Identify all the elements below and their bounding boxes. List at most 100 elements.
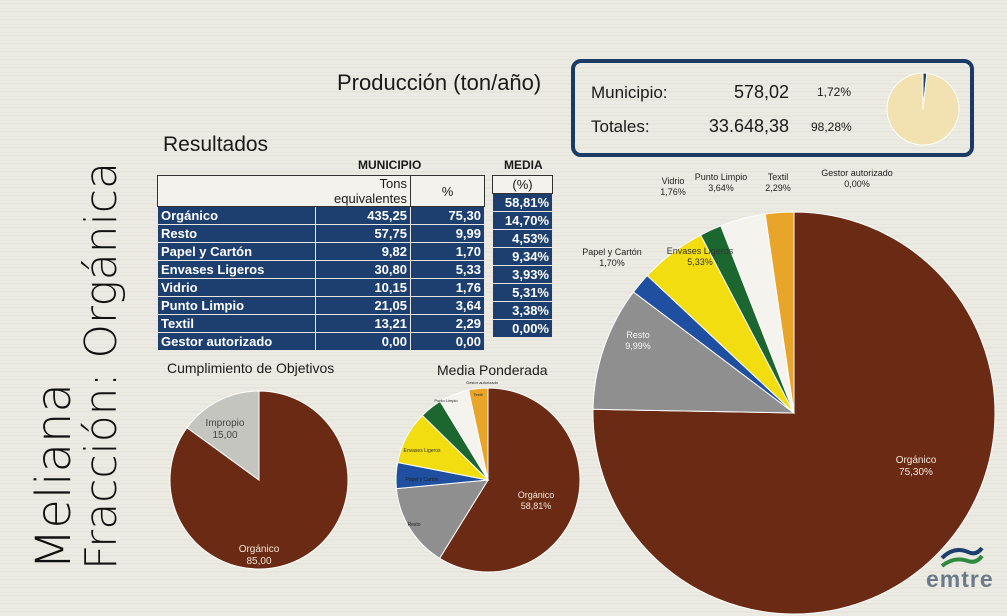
media-row: 9,34% — [492, 247, 553, 266]
slice-label-textil: Textil — [768, 172, 789, 182]
row-media: 3,93% — [492, 265, 553, 284]
slice-label-resto: Resto — [407, 522, 420, 528]
row-tons: 10,15 — [314, 278, 411, 297]
header-tons: Tons equivalentes — [315, 175, 411, 207]
row-label: Textil — [157, 314, 316, 333]
slice-value-punto-limpio: 3,64% — [708, 183, 734, 193]
row-label: Punto Limpio — [157, 296, 316, 315]
row-label: Envases Ligeros — [157, 260, 316, 279]
header-blank — [157, 175, 315, 207]
table-row: Vidrio 10,15 1,76 — [157, 278, 485, 297]
table-row: Orgánico 435,25 75,30 — [157, 206, 485, 225]
header-media: (%) — [492, 175, 553, 194]
pie-slice-textil — [764, 211, 795, 414]
table-row: Gestor autorizado 0,00 0,00 — [157, 332, 485, 351]
slice-label-organico: Orgánico — [896, 455, 937, 466]
row-media: 14,70% — [492, 211, 553, 230]
row-tons: 435,25 — [314, 206, 411, 225]
row-pct: 2,29 — [410, 314, 485, 333]
slice-label-punto-limpio: Punto Limpio — [434, 398, 458, 403]
row-tons: 13,21 — [314, 314, 411, 333]
totales-value: 33.648,38 — [708, 116, 789, 136]
header-pct: % — [410, 175, 485, 207]
media-row: 4,53% — [492, 229, 553, 248]
pie-slice-organico — [438, 387, 581, 573]
row-pct: 9,99 — [410, 224, 485, 243]
slice-label-envases-ligeros: Envases Ligeros — [667, 246, 734, 256]
pie-slice-textil — [468, 387, 489, 481]
media-row: 5,31% — [492, 283, 553, 302]
pie-slice-resto — [592, 291, 796, 414]
slice-value-organico: 85,00 — [246, 556, 271, 567]
table-row: Envases Ligeros 30,80 5,33 — [157, 260, 485, 279]
slice-label-impropio: Impropio — [206, 418, 245, 429]
row-tons: 21,05 — [314, 296, 411, 315]
slice-label-vidrio: Vidrio — [662, 176, 685, 186]
row-tons: 30,80 — [314, 260, 411, 279]
slice-label-gestor-autorizado: Gestor autorizado — [466, 380, 499, 385]
municipality-name: Meliana — [26, 383, 82, 570]
media-row: 58,81% — [492, 193, 553, 212]
totales-pct: 98,28% — [811, 120, 852, 134]
media-row: 3,93% — [492, 265, 553, 284]
table-row: Textil 13,21 2,29 — [157, 314, 485, 333]
slice-value-resto: 9,99% — [625, 341, 651, 351]
row-media: 9,34% — [492, 247, 553, 266]
table-row: Punto Limpio 21,05 3,64 — [157, 296, 485, 315]
row-media: 5,31% — [492, 283, 553, 302]
row-label: Gestor autorizado — [157, 332, 316, 351]
row-label: Orgánico — [157, 206, 316, 225]
pie-slice-totales — [886, 72, 960, 146]
slice-value-papel-y-carton: 1,70% — [599, 258, 625, 268]
row-label: Resto — [157, 224, 316, 243]
slice-value-textil: 2,29% — [765, 183, 791, 193]
table-header-row: Tons equivalentes % — [157, 175, 485, 207]
slice-value-organico: 58,81% — [521, 501, 552, 511]
results-table: Tons equivalentes % Orgánico 435,25 75,30 R… — [157, 175, 485, 351]
results-title: Resultados — [163, 133, 269, 156]
slice-value-envases-ligeros: 5,33% — [687, 257, 713, 267]
row-label: Papel y Cartón — [157, 242, 316, 261]
row-media: 58,81% — [492, 193, 553, 212]
production-title: Producción (ton/año) — [337, 70, 542, 95]
objectives-chart-title: Cumplimiento de Objetivos — [167, 360, 335, 376]
summary-pie-chart — [886, 72, 960, 146]
slice-value-vidrio: 1,76% — [660, 187, 686, 197]
slice-label-gestor-autorizado: Gestor autorizado — [821, 168, 893, 178]
row-tons: 9,82 — [314, 242, 411, 261]
row-pct: 1,76 — [410, 278, 485, 297]
slice-label-envases-ligeros: Envases Ligeros — [404, 448, 441, 454]
slice-label-organico: Orgánico — [518, 490, 555, 500]
emtre-logo-text: emtre — [926, 566, 994, 592]
table-row: Papel y Cartón 9,82 1,70 — [157, 242, 485, 261]
media-header: MEDIA — [504, 158, 543, 172]
side-title: Meliana Fracción: Orgánica — [26, 162, 127, 570]
media-row: 0,00% — [492, 319, 553, 338]
slice-label-punto-limpio: Punto Limpio — [695, 172, 748, 182]
slice-label-papel-y-carton: Papel y Cartón — [405, 477, 438, 483]
row-pct: 75,30 — [410, 206, 485, 225]
row-pct: 1,70 — [410, 242, 485, 261]
slice-label-textil: Textil — [473, 392, 482, 397]
summary-box: Municipio: 578,02 1,72% Totales: 33.648,… — [571, 59, 974, 157]
emtre-logo — [940, 546, 984, 568]
pie-slice-impropio — [186, 390, 260, 481]
row-label: Vidrio — [157, 278, 316, 297]
media-header-row: (%) — [492, 175, 553, 194]
row-pct: 3,64 — [410, 296, 485, 315]
row-pct: 0,00 — [410, 332, 485, 351]
municipio-pct: 1,72% — [817, 85, 852, 99]
row-pct: 5,33 — [410, 260, 485, 279]
row-tons: 0,00 — [314, 332, 411, 351]
slice-value-impropio: 15,00 — [212, 430, 237, 441]
totales-label: Totales: — [591, 117, 650, 136]
municipio-label: Municipio: — [591, 83, 668, 102]
table-row: Resto 57,75 9,99 — [157, 224, 485, 243]
media-table: (%) 58,81% 14,70% 4,53% 9,34% 3,93% 5,31% 3,38… — [492, 175, 553, 338]
row-media: 4,53% — [492, 229, 553, 248]
row-media: 0,00% — [492, 319, 553, 338]
media-row: 14,70% — [492, 211, 553, 230]
